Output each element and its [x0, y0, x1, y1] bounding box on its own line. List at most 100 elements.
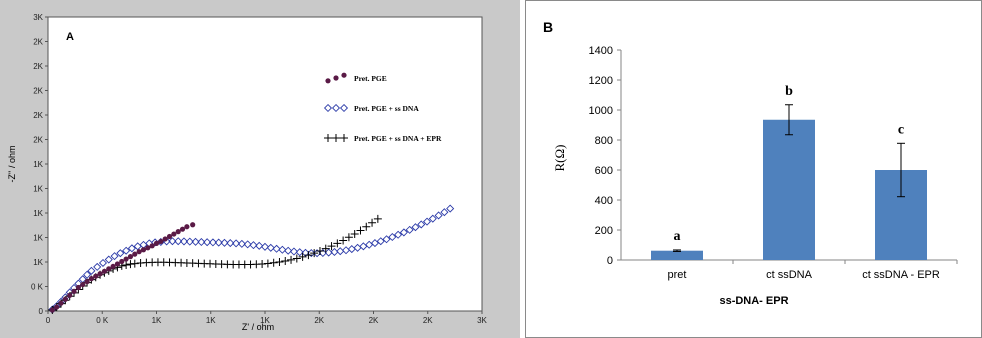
chart-a-point	[97, 271, 103, 277]
chart-a-point	[126, 260, 135, 269]
chart-a-point	[365, 240, 374, 249]
chart-a-point	[399, 228, 408, 237]
chart-a-point	[301, 248, 310, 257]
chart-a-point	[203, 238, 212, 247]
chart-a-point	[237, 239, 246, 248]
chart-a-point	[67, 292, 73, 298]
chart-a-point	[249, 241, 258, 250]
chart-a-point	[226, 239, 235, 248]
chart-a-point	[190, 222, 196, 228]
chart-a-point	[110, 252, 119, 261]
chart-a-y-tick-label: 2K	[33, 38, 43, 47]
chart-a-y-tick-label: 1K	[33, 160, 43, 169]
chart-a-point	[388, 232, 397, 242]
chart-a-x-tick-label: 2K	[369, 316, 379, 325]
chart-a-point	[272, 244, 281, 253]
chart-a-point	[284, 246, 293, 255]
chart-a-point	[71, 288, 77, 294]
chart-a-point	[318, 248, 327, 258]
chart-a-y-tick-label: 0 K	[31, 283, 44, 292]
chart-a-point	[214, 238, 223, 247]
chart-a-point	[87, 266, 96, 275]
chart-a-x-tick-label: 1K	[206, 316, 216, 325]
chart-a-point	[417, 220, 426, 229]
chart-a-point	[75, 284, 81, 291]
chart-b-y-tick-label: 1200	[589, 75, 613, 87]
chart-a-point	[140, 247, 147, 253]
chart-a-legend-marker	[323, 103, 333, 113]
chart-a-y-axis: 0 0 K 1K 1K 1K 1K 1K 2K 2K 2K 2K 2K 3K	[31, 13, 48, 316]
chart-b-y-tick-label: 1400	[589, 45, 613, 57]
chart-a-point	[422, 217, 432, 226]
chart-a-x-tick-label: 2K	[423, 316, 433, 325]
chart-a-point	[62, 296, 68, 302]
chart-b-bars: a pret b ct ssDNA c ct ssDNA - EPR	[651, 84, 940, 281]
chart-a-x-tick-label: 0	[46, 316, 51, 325]
chart-b-y-tick-label: 600	[595, 165, 613, 177]
chart-a-point	[184, 224, 190, 230]
chart-a-legend-marker	[339, 103, 349, 113]
chart-b-y-tick-label: 0	[607, 255, 613, 267]
chart-a-point	[197, 237, 206, 247]
chart-b-bar-group: a pret	[651, 229, 703, 281]
chart-a-point	[350, 229, 359, 238]
chart-a-y-tick-label: 2K	[33, 111, 43, 120]
chart-a-point	[295, 248, 304, 257]
chart-a-legend-marker	[324, 134, 332, 142]
chart-a-point	[84, 279, 90, 285]
chart-a-point	[298, 252, 307, 261]
chart-a-point	[327, 242, 336, 251]
chart-a-point	[185, 237, 194, 246]
chart-a-point	[101, 268, 108, 274]
chart-a: A 0 0 K 1K 1K 1K 1K 1K 2K 2K 2K 2K 2K 3K 0 0 K 1K 1K 1K 2…	[0, 0, 520, 338]
chart-a-point	[179, 237, 189, 246]
chart-a-point	[93, 262, 102, 271]
chart-a-series-group	[48, 204, 455, 315]
chart-a-point	[310, 249, 319, 258]
chart-a-point	[93, 273, 99, 279]
chart-b-data-label: a	[674, 229, 681, 244]
chart-a-y-tick-label: 2K	[33, 87, 43, 96]
chart-b-category-label: ct ssDNA - EPR	[862, 269, 940, 281]
chart-a-legend-label: Pret. PGE + ss DNA + EPR	[354, 134, 442, 143]
chart-a-legend-marker	[331, 103, 341, 113]
chart-a-point	[440, 208, 449, 217]
chart-a-point	[132, 251, 138, 257]
chart-a-point	[292, 254, 301, 263]
chart-a-point	[289, 247, 298, 256]
chart-a-legend-marker	[332, 134, 340, 142]
chart-a-point	[263, 259, 272, 268]
chart-a-point	[114, 261, 121, 267]
chart-a-point	[104, 255, 113, 264]
chart-a-point	[339, 236, 348, 245]
chart-a-point	[149, 243, 155, 249]
chart-b: B 0 200 400 600 800 1000 1200 1400 a pret b ct ssD…	[525, 0, 982, 338]
chart-a-point	[220, 238, 229, 247]
chart-a-point	[123, 256, 129, 262]
chart-a-legend-item: Pret. PGE + ss DNA + EPR	[324, 134, 442, 143]
chart-a-point	[49, 307, 55, 313]
chart-a-legend-marker	[341, 72, 347, 78]
chart-a-x-tick-label: 1K	[260, 316, 270, 325]
chart-a-point	[315, 247, 324, 256]
chart-a-point	[127, 244, 136, 253]
chart-a-y-tick-label: 3K	[33, 13, 43, 22]
chart-b-y-tick-label: 200	[595, 225, 613, 237]
chart-a-legend-marker	[340, 134, 348, 142]
chart-a-point	[158, 238, 164, 245]
chart-a-legend-marker	[333, 75, 339, 81]
chart-a-y-tick-label: 1K	[33, 234, 43, 243]
chart-a-point	[356, 226, 365, 235]
chart-a-point	[130, 259, 139, 268]
chart-a-legend-marker	[325, 78, 331, 84]
chart-b-y-tick-label: 800	[595, 135, 613, 147]
chart-b-bar	[651, 250, 703, 260]
chart-a-point	[119, 258, 125, 265]
chart-a-panel-label: A	[66, 31, 74, 43]
chart-b-category-label: pret	[668, 269, 687, 281]
chart-a-point	[370, 239, 379, 248]
chart-a-point	[88, 276, 94, 282]
chart-a-point	[145, 245, 151, 251]
chart-a-point	[80, 281, 86, 288]
chart-a-point	[127, 254, 134, 260]
